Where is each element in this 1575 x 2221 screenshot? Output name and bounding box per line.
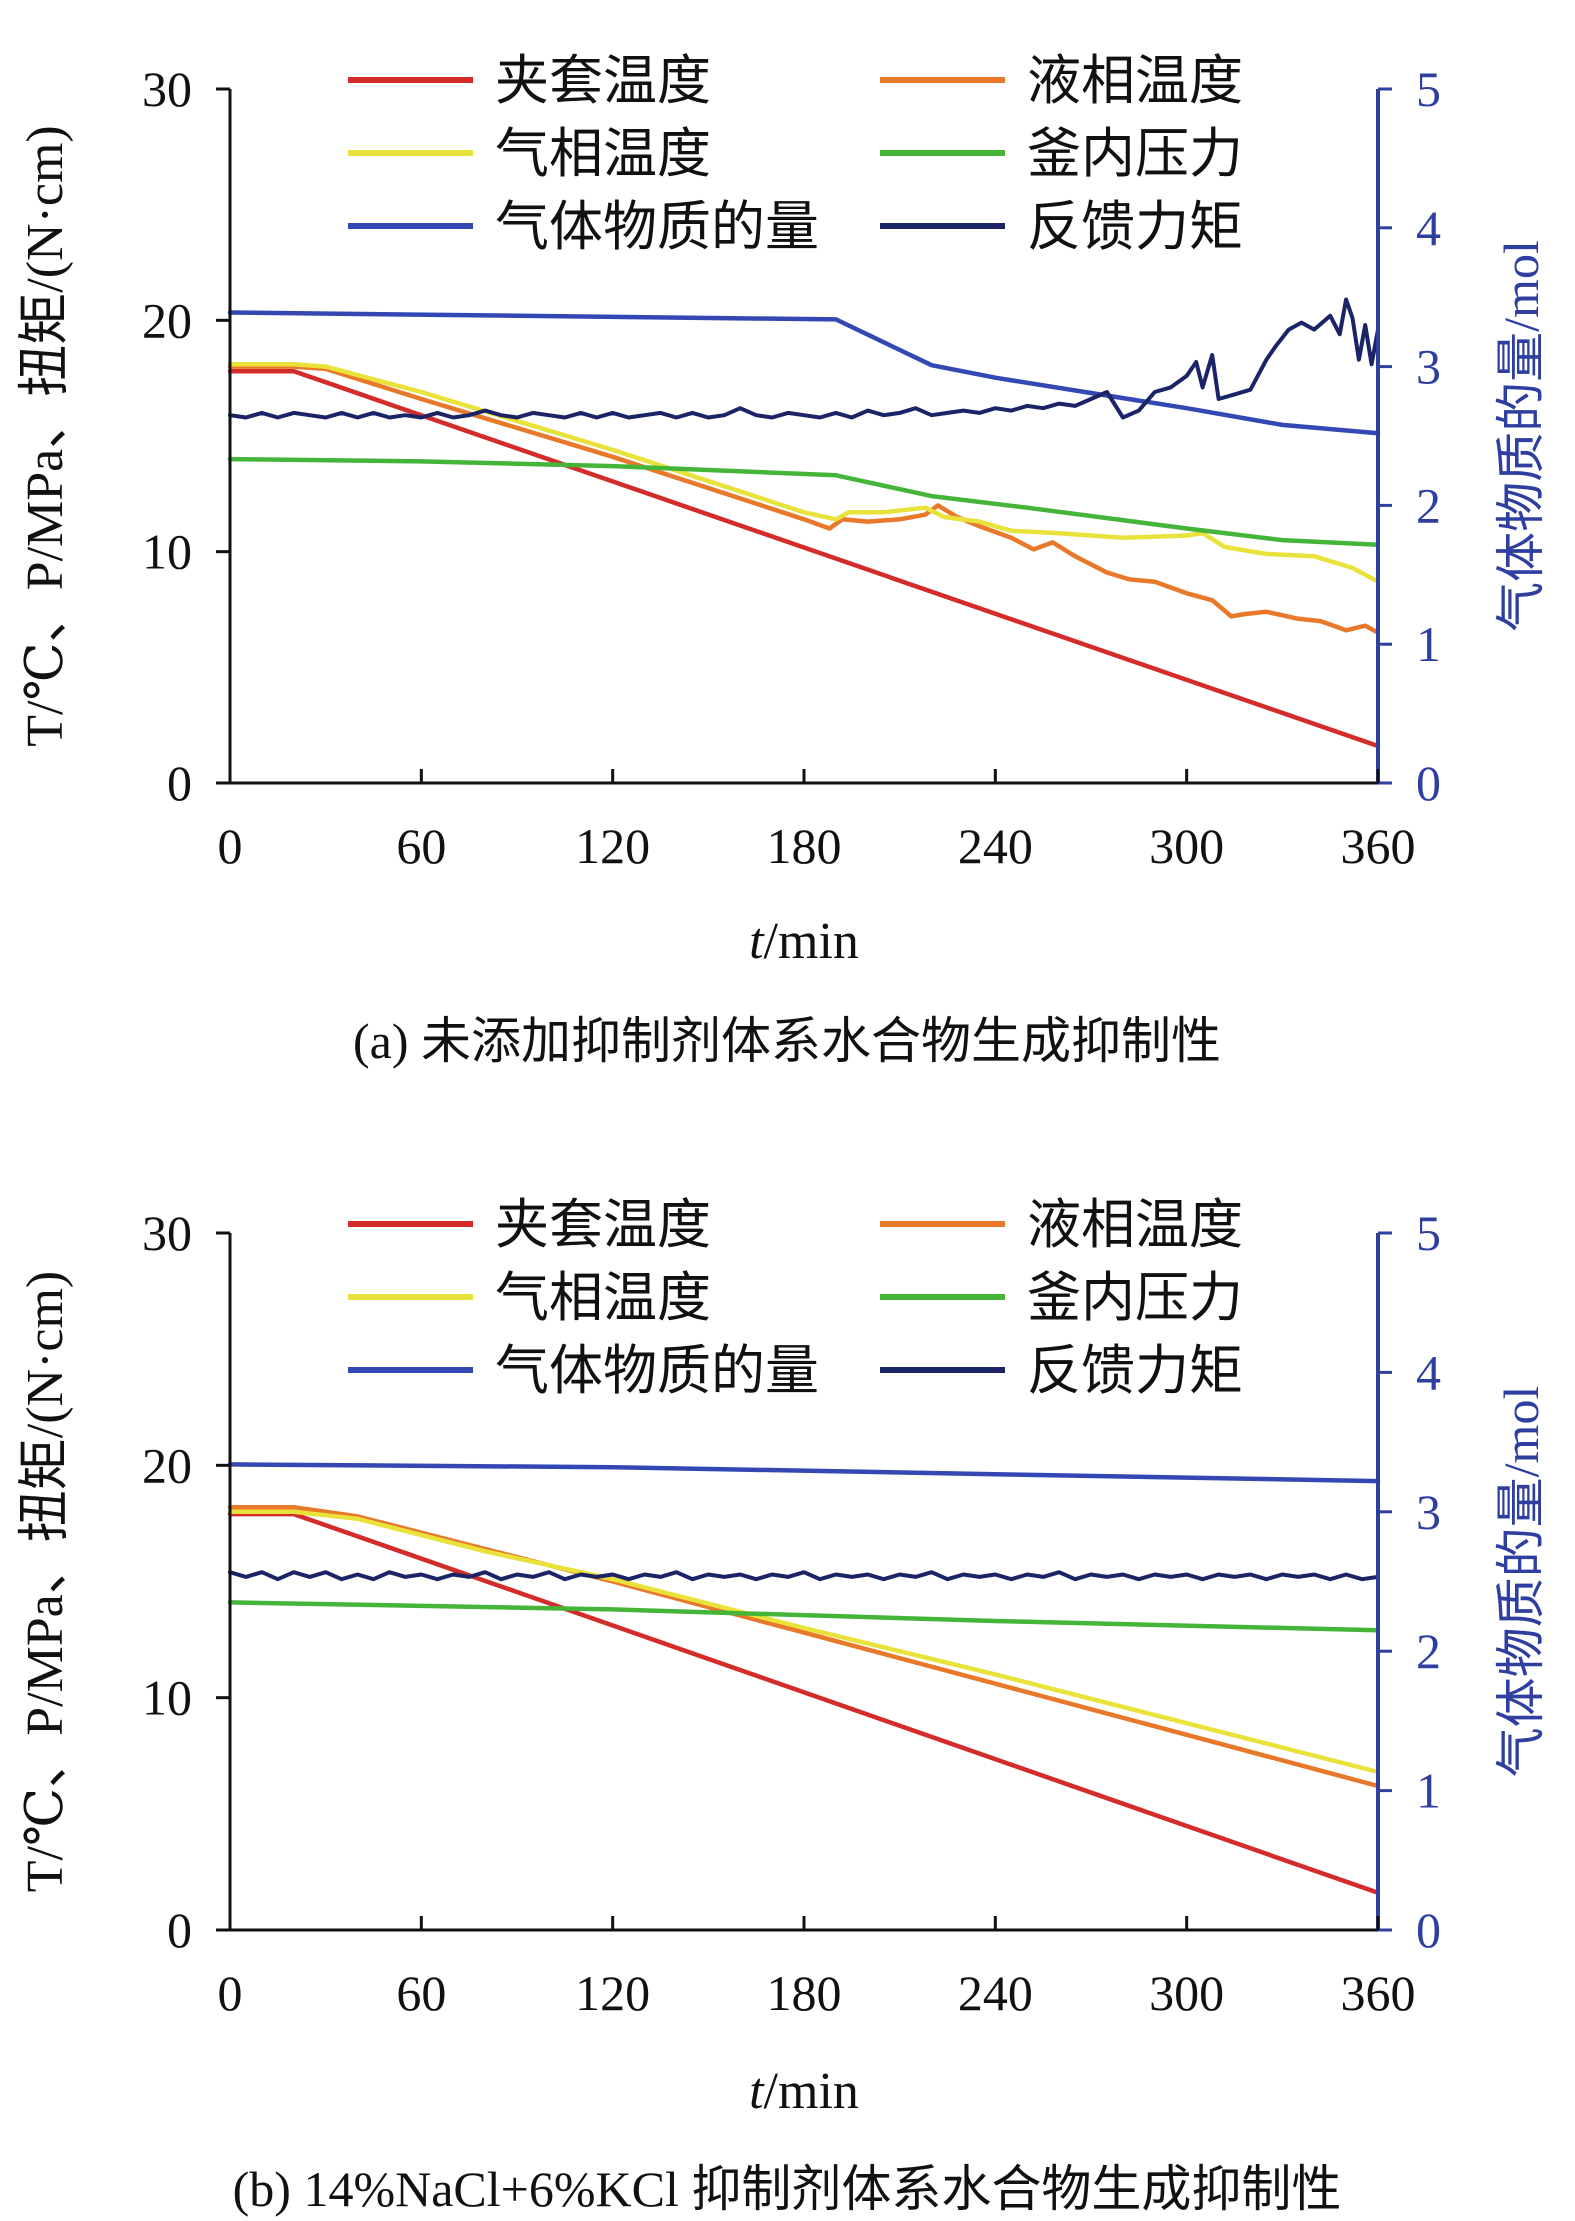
legend-label: 液相温度 xyxy=(1027,51,1243,111)
x-axis-label: t/min xyxy=(749,2063,859,2120)
series-line-4 xyxy=(227,310,1381,436)
x-tick-label: 120 xyxy=(575,818,650,874)
series-line-3 xyxy=(227,456,1381,547)
y-axis-label: T/℃、P/MPa、扭矩/(N·cm) xyxy=(17,1271,74,1892)
x-tick-label: 0 xyxy=(218,1965,243,2021)
y2-axis-label: 气体物质的量/mol xyxy=(1493,1386,1549,1778)
y-tick-label: 20 xyxy=(142,1437,192,1493)
x-axis-label-unit: /min xyxy=(764,2063,859,2120)
series-line-0 xyxy=(227,1511,1381,1896)
series-line-4 xyxy=(227,1462,1381,1484)
x-tick-label: 240 xyxy=(958,1965,1033,2021)
y2-tick-label: 2 xyxy=(1416,477,1441,533)
legend-label: 夹套温度 xyxy=(495,51,711,111)
x-tick-label: 300 xyxy=(1149,818,1224,874)
legend-label: 液相温度 xyxy=(1027,1195,1243,1255)
legend-label: 气体物质的量 xyxy=(495,197,819,257)
legend-label: 夹套温度 xyxy=(495,1195,711,1255)
x-tick-label: 360 xyxy=(1341,818,1416,874)
y2-tick-label: 0 xyxy=(1416,1902,1441,1958)
y-tick-label: 10 xyxy=(142,1670,192,1726)
y2-tick-label: 0 xyxy=(1416,755,1441,811)
series-line-2 xyxy=(227,362,1381,584)
y2-tick-label: 4 xyxy=(1416,200,1441,256)
series-line-5 xyxy=(228,1570,1380,1582)
y2-tick-label: 3 xyxy=(1416,339,1441,395)
series-line-2 xyxy=(227,1509,1381,1775)
y-tick-label: 0 xyxy=(167,1902,192,1958)
legend-item: 液相温度 xyxy=(880,1195,1243,1255)
y-tick-label: 10 xyxy=(142,524,192,580)
legend-item: 气相温度 xyxy=(348,124,711,184)
legend-item: 釜内压力 xyxy=(880,1268,1243,1328)
y2-tick-label: 2 xyxy=(1416,1623,1441,1679)
x-tick-label: 360 xyxy=(1341,1965,1416,2021)
legend-item: 反馈力矩 xyxy=(880,1341,1243,1401)
y2-tick-label: 5 xyxy=(1416,1205,1441,1261)
legend-label: 气相温度 xyxy=(495,124,711,184)
legend-item: 气体物质的量 xyxy=(348,1341,819,1401)
x-tick-label: 180 xyxy=(767,818,842,874)
series-line-1 xyxy=(227,364,1381,635)
y2-tick-label: 1 xyxy=(1416,1763,1441,1819)
y-tick-label: 0 xyxy=(167,755,192,811)
x-tick-label: 120 xyxy=(575,1965,650,2021)
legend-label: 釜内压力 xyxy=(1027,124,1243,184)
series-line-3 xyxy=(227,1600,1381,1633)
figure-caption: (b) 14%NaCl+6%KCl 抑制剂体系水合物生成抑制性 xyxy=(233,2161,1342,2217)
x-axis-label: t/min xyxy=(749,913,859,970)
legend-item: 夹套温度 xyxy=(348,1195,711,1255)
y2-tick-label: 4 xyxy=(1416,1344,1441,1400)
x-tick-label: 180 xyxy=(767,1965,842,2021)
y-tick-label: 20 xyxy=(142,292,192,348)
series-group xyxy=(227,1462,1381,1896)
series-group xyxy=(227,297,1381,749)
x-tick-label: 60 xyxy=(396,1965,446,2021)
legend-label: 气相温度 xyxy=(495,1268,711,1328)
y2-axis-label: 气体物质的量/mol xyxy=(1493,240,1549,632)
y-axis-label: T/℃、P/MPa、扭矩/(N·cm) xyxy=(17,125,74,746)
x-axis-label-var: t xyxy=(749,2063,765,2120)
series-line-1 xyxy=(227,1504,1381,1789)
legend-item: 夹套温度 xyxy=(348,51,711,111)
y-tick-label: 30 xyxy=(142,1205,192,1261)
x-axis-label-unit: /min xyxy=(764,913,859,970)
legend-item: 气相温度 xyxy=(348,1268,711,1328)
y-tick-label: 30 xyxy=(142,61,192,117)
y2-tick-label: 3 xyxy=(1416,1484,1441,1540)
x-tick-label: 240 xyxy=(958,818,1033,874)
legend-label: 釜内压力 xyxy=(1027,1268,1243,1328)
y2-tick-label: 1 xyxy=(1416,616,1441,672)
figure-caption: (a) 未添加抑制剂体系水合物生成抑制性 xyxy=(353,1013,1221,1069)
legend-item: 反馈力矩 xyxy=(880,197,1243,257)
x-tick-label: 300 xyxy=(1149,1965,1224,2021)
legend-label: 反馈力矩 xyxy=(1027,1341,1243,1401)
x-axis-label-var: t xyxy=(749,913,765,970)
series-line-0 xyxy=(227,368,1381,749)
legend-label: 反馈力矩 xyxy=(1027,197,1243,257)
x-tick-label: 0 xyxy=(218,818,243,874)
legend-item: 液相温度 xyxy=(880,51,1243,111)
legend-label: 气体物质的量 xyxy=(495,1341,819,1401)
series-line-5 xyxy=(228,297,1380,420)
x-tick-label: 60 xyxy=(396,818,446,874)
legend-item: 釜内压力 xyxy=(880,124,1243,184)
legend-item: 气体物质的量 xyxy=(348,197,819,257)
y2-tick-label: 5 xyxy=(1416,61,1441,117)
